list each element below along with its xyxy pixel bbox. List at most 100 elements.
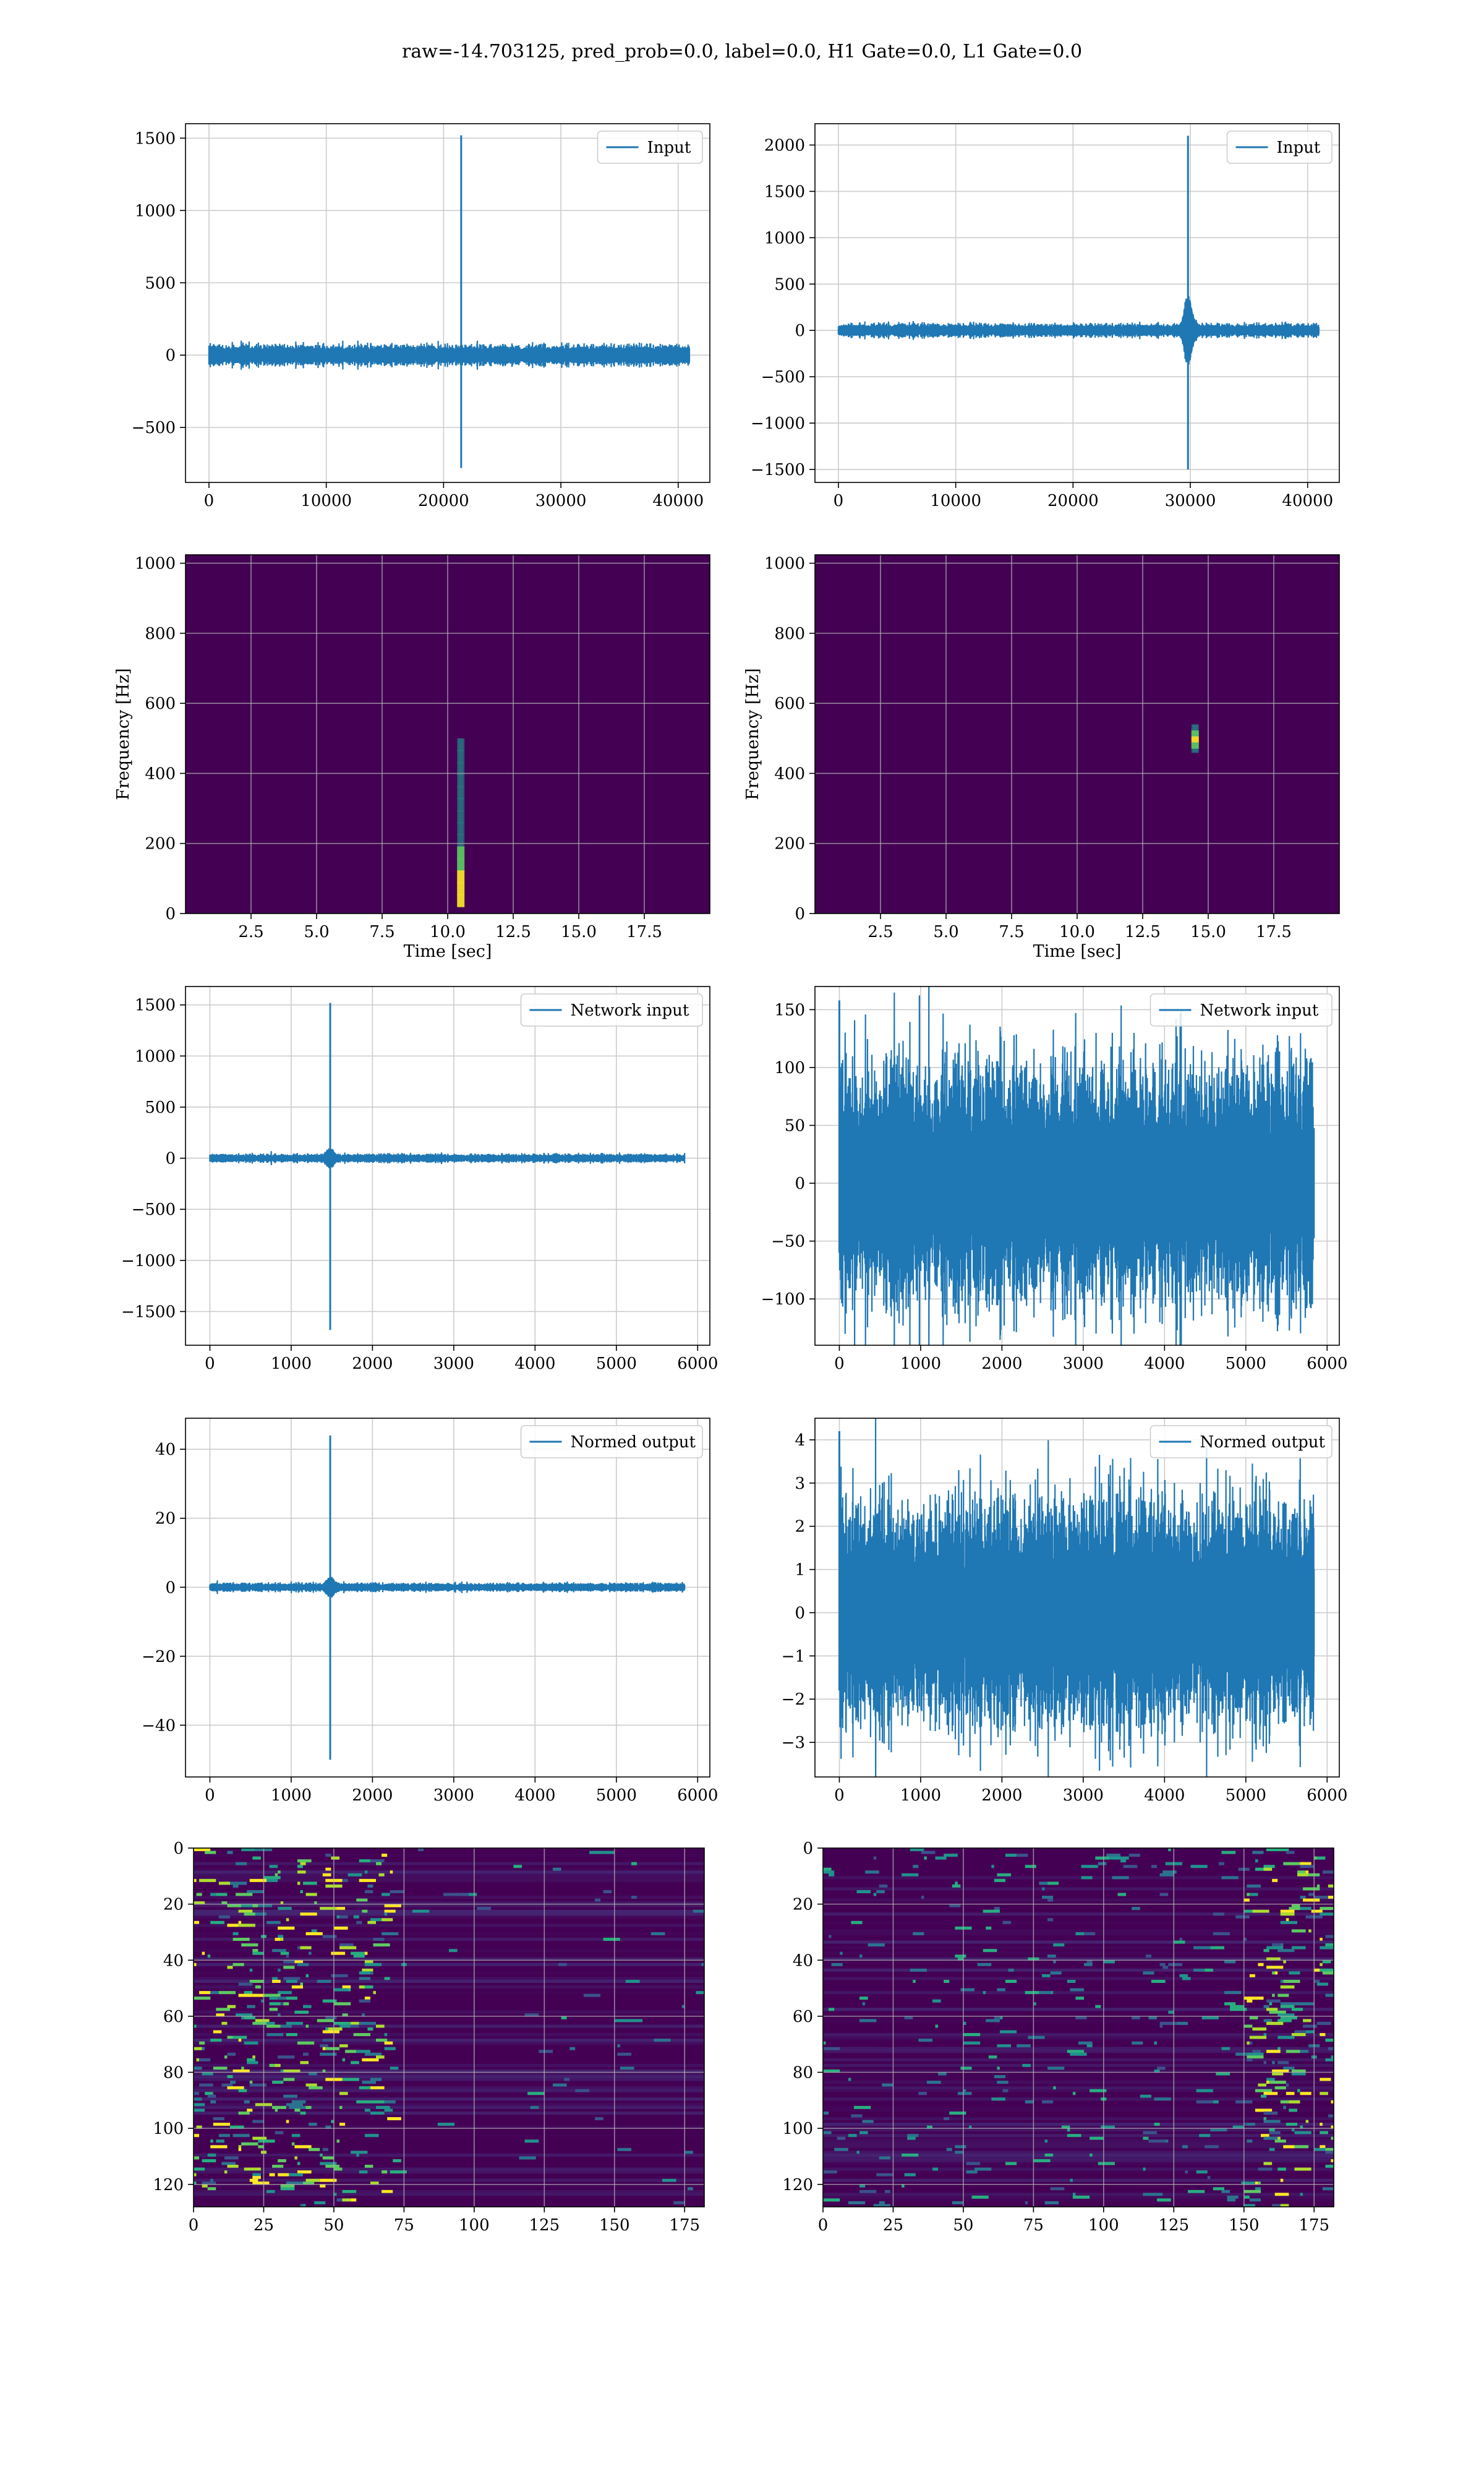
heatmap-cell: [1081, 1876, 1093, 1880]
heatmap-cell: [289, 2173, 303, 2177]
heatmap-cell: [232, 2069, 250, 2073]
heatmap-cell: [823, 2047, 840, 2050]
heatmap-cell: [1216, 2072, 1230, 2076]
heatmap-cell: [1280, 2100, 1289, 2104]
heatmap-cell: [309, 1951, 312, 1955]
heatmap-cell: [280, 1951, 289, 1955]
heatmap-cell: [873, 1893, 877, 1896]
heatmap-cell: [280, 1938, 284, 1941]
heatmap-cell: [325, 2165, 339, 2168]
heatmap-cell: [1266, 1999, 1281, 2003]
x-tick-label: 25: [883, 2216, 903, 2235]
heatmap-cell: [328, 2027, 343, 2031]
spectrogram-pixel: [1191, 748, 1199, 751]
heatmap-cell: [267, 1920, 281, 1924]
heatmap-cell: [1143, 2131, 1158, 2134]
heatmap-cell: [1328, 2047, 1334, 2050]
heatmap-cell: [1303, 2024, 1317, 2028]
y-tick-label: 1500: [135, 129, 176, 148]
heatmap-cell: [1247, 2123, 1255, 2126]
heatmap-cell: [524, 2013, 539, 2017]
heatmap-cell: [1274, 2086, 1286, 2090]
heatmap-row: [823, 1912, 1334, 1916]
heatmap-cell: [977, 1963, 992, 1966]
x-tick-label: 10000: [930, 492, 981, 510]
heatmap-cell: [194, 2024, 197, 2028]
heatmap-cells: [1191, 724, 1199, 753]
heatmap-cell: [364, 2165, 373, 2168]
heatmap-cell: [210, 2178, 213, 2182]
heatmap-cell: [263, 1876, 281, 1880]
heatmap-cell: [986, 1926, 992, 1930]
heatmap-cell: [364, 1985, 373, 1989]
heatmap-cell: [230, 2081, 236, 2084]
heatmap-cell: [232, 1963, 244, 1966]
heatmap-cell: [286, 2021, 303, 2025]
heatmap-cell: [983, 1991, 986, 1995]
heatmap-row: [823, 1929, 1334, 1933]
heatmap-cell: [963, 2033, 981, 2037]
heatmap-cell: [1320, 2123, 1323, 2126]
heatmap-row: [194, 1991, 704, 1995]
heatmap-cell: [300, 1890, 303, 1893]
heatmap-cell: [583, 1993, 601, 1997]
heatmap-row: [194, 2024, 704, 2028]
heatmap-cell: [1182, 1977, 1191, 1980]
legend-label: Normed output: [1200, 1433, 1326, 1452]
heatmap-row: [194, 2039, 704, 2042]
heatmap-cell: [247, 2061, 258, 2065]
heatmap-cell: [1028, 2035, 1045, 2039]
heatmap-cell: [1213, 2100, 1219, 2104]
heatmap-cell: [305, 2024, 309, 2028]
heatmap-cell: [1320, 1968, 1334, 1972]
heatmap-cell: [364, 2134, 379, 2138]
y-tick-label: −500: [132, 419, 176, 437]
heatmap-cell: [1101, 2125, 1115, 2129]
heatmap-cell: [249, 2178, 258, 2182]
chart-embedding-h1: 0 25 50 75 100 125 150 175 0 20 40 60 80 100 120: [153, 1839, 705, 2235]
heatmap-cell: [924, 1856, 927, 1860]
x-tick-label: 3000: [1063, 1355, 1104, 1373]
heatmap-cell: [263, 1993, 281, 1997]
heatmap-cell: [693, 1909, 704, 1913]
heatmap-cell: [1331, 2055, 1334, 2059]
y-tick-label: 20: [163, 1896, 184, 1914]
heatmap-cell: [1249, 2198, 1261, 2202]
heatmap-cell: [294, 2156, 297, 2160]
heatmap-cell: [278, 1870, 281, 1874]
x-tick-label: 15.0: [1190, 923, 1226, 941]
x-tick-label: 15.0: [561, 923, 597, 941]
heatmap-cell: [376, 1862, 382, 1865]
heatmap-cell: [317, 2019, 334, 2022]
heatmap-cell: [359, 1859, 370, 1863]
heatmap-cell: [322, 1935, 337, 1938]
heatmap-cell: [252, 1949, 258, 1953]
heatmap-cell: [983, 1909, 1000, 1913]
heatmap-row: [823, 1887, 1334, 1891]
heatmap-cell: [1303, 1898, 1320, 1902]
heatmap-cell: [333, 1926, 348, 1930]
x-tick-label: 3000: [433, 1786, 474, 1805]
heatmap-cell: [997, 2044, 1012, 2048]
heatmap-cell: [269, 2173, 275, 2177]
heatmap-cell: [1224, 2002, 1236, 2006]
y-tick-label: −2: [782, 1690, 805, 1709]
heatmap-cell: [238, 2039, 242, 2042]
heatmap-cell: [339, 2105, 343, 2109]
heatmap-row: [823, 2108, 1334, 2112]
heatmap-row: [823, 2153, 1334, 2157]
heatmap-cell: [1132, 1907, 1140, 1911]
x-tick-label: 100: [459, 2216, 490, 2235]
heatmap-cell: [1210, 2128, 1227, 2132]
heatmap-cell: [370, 2100, 385, 2104]
heatmap-cell: [834, 2147, 848, 2151]
x-tick-label: 6000: [1307, 1786, 1347, 1805]
heatmap-cell: [325, 1854, 331, 1857]
heatmap-cell: [213, 2030, 222, 2034]
heatmap-row: [823, 2123, 1334, 2126]
heatmap-cell: [904, 2173, 916, 2177]
heatmap-cell: [1291, 1946, 1306, 1950]
heatmap-cell: [1263, 1949, 1269, 1953]
heatmap-cell: [1213, 1912, 1224, 1916]
heatmap-cell: [216, 2013, 224, 2017]
